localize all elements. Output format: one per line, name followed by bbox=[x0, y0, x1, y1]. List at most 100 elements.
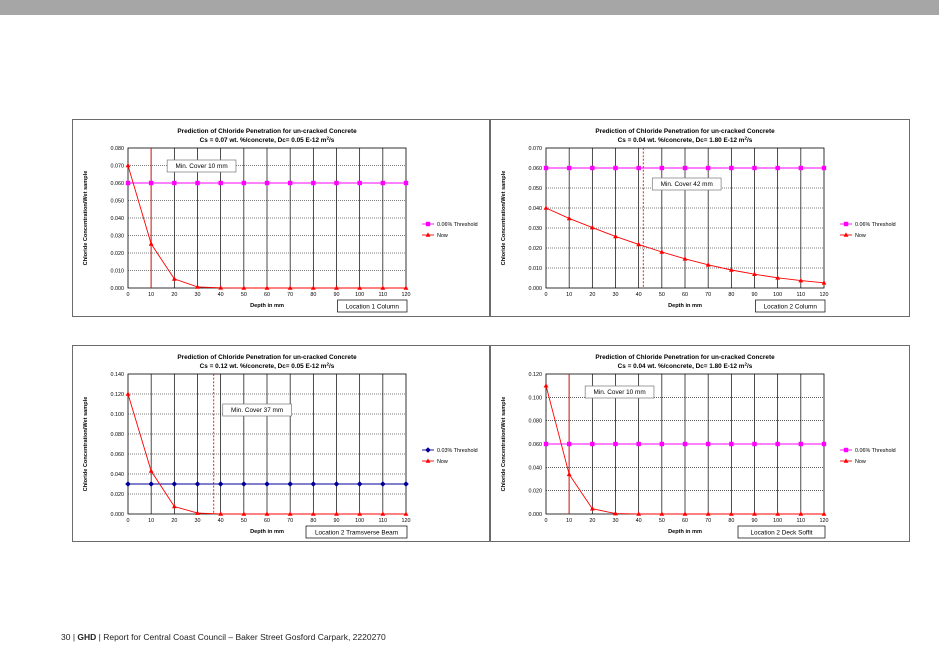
x-axis-label: Depth in mm bbox=[250, 303, 284, 309]
x-tick-label: 60 bbox=[682, 518, 688, 524]
y-tick-label: 0.070 bbox=[529, 146, 543, 152]
x-tick-label: 40 bbox=[218, 518, 224, 524]
data-point bbox=[148, 468, 154, 473]
data-point bbox=[218, 511, 224, 516]
annotation-box bbox=[651, 177, 722, 191]
data-point bbox=[195, 180, 200, 186]
y-tick-label: 0.000 bbox=[529, 512, 543, 518]
x-tick-label: 0 bbox=[545, 292, 548, 298]
annotation-text: Min. Cover 10 mm bbox=[593, 389, 645, 396]
location-label-box bbox=[737, 525, 826, 539]
x-tick-label: 100 bbox=[773, 292, 782, 298]
x-tick-label: 100 bbox=[355, 292, 364, 298]
subtitle-unit: /s bbox=[329, 363, 335, 370]
x-tick-label: 10 bbox=[566, 518, 572, 524]
data-point bbox=[380, 511, 386, 516]
data-point bbox=[310, 481, 317, 487]
data-point bbox=[821, 441, 827, 447]
report-title: Report for Central Coast Council – Baker… bbox=[103, 632, 386, 642]
data-point bbox=[357, 511, 363, 516]
x-tick-label: 50 bbox=[659, 518, 665, 524]
chart-2: Prediction of Chloride Penetration for u… bbox=[83, 354, 478, 539]
annotation-text: Min. Cover 42 mm bbox=[661, 181, 713, 188]
y-tick-label: 0.020 bbox=[529, 489, 543, 495]
x-tick-label: 110 bbox=[379, 292, 388, 298]
x-tick-label: 120 bbox=[402, 518, 411, 524]
x-tick-label: 80 bbox=[310, 518, 316, 524]
data-point bbox=[775, 441, 780, 447]
data-point bbox=[403, 481, 409, 487]
x-tick-label: 20 bbox=[589, 292, 595, 298]
data-point bbox=[705, 441, 711, 447]
x-tick-label: 60 bbox=[264, 292, 270, 298]
data-point bbox=[729, 165, 734, 171]
data-point bbox=[125, 162, 131, 168]
chart-title: Prediction of Chloride Penetration for u… bbox=[595, 128, 775, 135]
subtitle-superscript: 2 bbox=[326, 362, 329, 367]
legend-label: Now bbox=[855, 459, 866, 465]
chart-panel-location-2-column: Prediction of Chloride Penetration for u… bbox=[490, 119, 910, 317]
y-axis-label: Chloride Concentration/Wet sample bbox=[501, 171, 507, 266]
data-point bbox=[682, 441, 688, 447]
data-point bbox=[287, 481, 293, 487]
x-axis-label: Depth in mm bbox=[668, 303, 702, 309]
x-tick-label: 80 bbox=[728, 518, 734, 524]
legend-marker bbox=[843, 458, 849, 463]
subtitle-unit: /s bbox=[747, 137, 753, 144]
x-tick-label: 10 bbox=[148, 292, 154, 298]
x-tick-label: 30 bbox=[613, 292, 619, 298]
x-tick-label: 60 bbox=[264, 518, 270, 524]
y-tick-label: 0.100 bbox=[111, 412, 125, 418]
x-tick-label: 50 bbox=[659, 292, 665, 298]
y-axis-label: Chloride Concentration/Wet sample bbox=[83, 171, 89, 266]
x-tick-label: 30 bbox=[613, 518, 619, 524]
chart-0: Prediction of Chloride Penetration for u… bbox=[83, 128, 478, 313]
data-point bbox=[241, 511, 247, 516]
x-tick-label: 100 bbox=[355, 518, 364, 524]
data-point bbox=[798, 441, 804, 447]
chart-subtitle: Cs = 0.07 wt. %/concrete, Dc= 0.05 E-12 … bbox=[200, 136, 335, 145]
location-label-box bbox=[755, 299, 826, 313]
x-tick-label: 50 bbox=[241, 292, 247, 298]
x-tick-label: 120 bbox=[820, 518, 829, 524]
legend-label: Now bbox=[855, 233, 866, 239]
data-point bbox=[682, 165, 688, 171]
data-point bbox=[590, 165, 595, 171]
data-point bbox=[334, 511, 339, 516]
y-tick-label: 0.080 bbox=[529, 419, 543, 425]
y-tick-label: 0.000 bbox=[529, 286, 543, 292]
data-point bbox=[543, 165, 549, 171]
data-point bbox=[613, 510, 618, 516]
subtitle-superscript: 2 bbox=[744, 136, 747, 141]
chart-title: Prediction of Chloride Penetration for u… bbox=[595, 354, 775, 361]
data-point bbox=[613, 165, 618, 171]
data-point bbox=[218, 180, 223, 186]
data-point bbox=[729, 441, 734, 447]
x-tick-label: 70 bbox=[287, 292, 293, 298]
data-point bbox=[752, 441, 757, 447]
data-point bbox=[752, 271, 757, 276]
x-tick-label: 70 bbox=[287, 518, 293, 524]
data-point bbox=[613, 233, 618, 239]
data-point bbox=[636, 165, 641, 171]
x-tick-label: 90 bbox=[334, 518, 340, 524]
data-point bbox=[705, 511, 711, 516]
chart-1: Prediction of Chloride Penetration for u… bbox=[501, 128, 896, 313]
data-point bbox=[310, 285, 316, 290]
annotation-text: Min. Cover 10 mm bbox=[175, 163, 227, 170]
data-point bbox=[195, 510, 200, 515]
data-point bbox=[566, 471, 572, 477]
location-label: Location 1 Column bbox=[346, 303, 400, 310]
data-point bbox=[403, 180, 409, 186]
data-point bbox=[775, 275, 781, 280]
legend-marker bbox=[425, 232, 431, 237]
y-tick-label: 0.060 bbox=[529, 442, 543, 448]
data-point bbox=[357, 180, 362, 186]
data-point bbox=[659, 511, 665, 516]
location-label: Location 2 Tramsverse Beam bbox=[315, 529, 398, 536]
x-tick-label: 20 bbox=[171, 292, 177, 298]
subtitle-unit: /s bbox=[747, 363, 753, 370]
data-point bbox=[287, 511, 293, 516]
x-tick-label: 60 bbox=[682, 292, 688, 298]
data-point bbox=[334, 180, 339, 186]
